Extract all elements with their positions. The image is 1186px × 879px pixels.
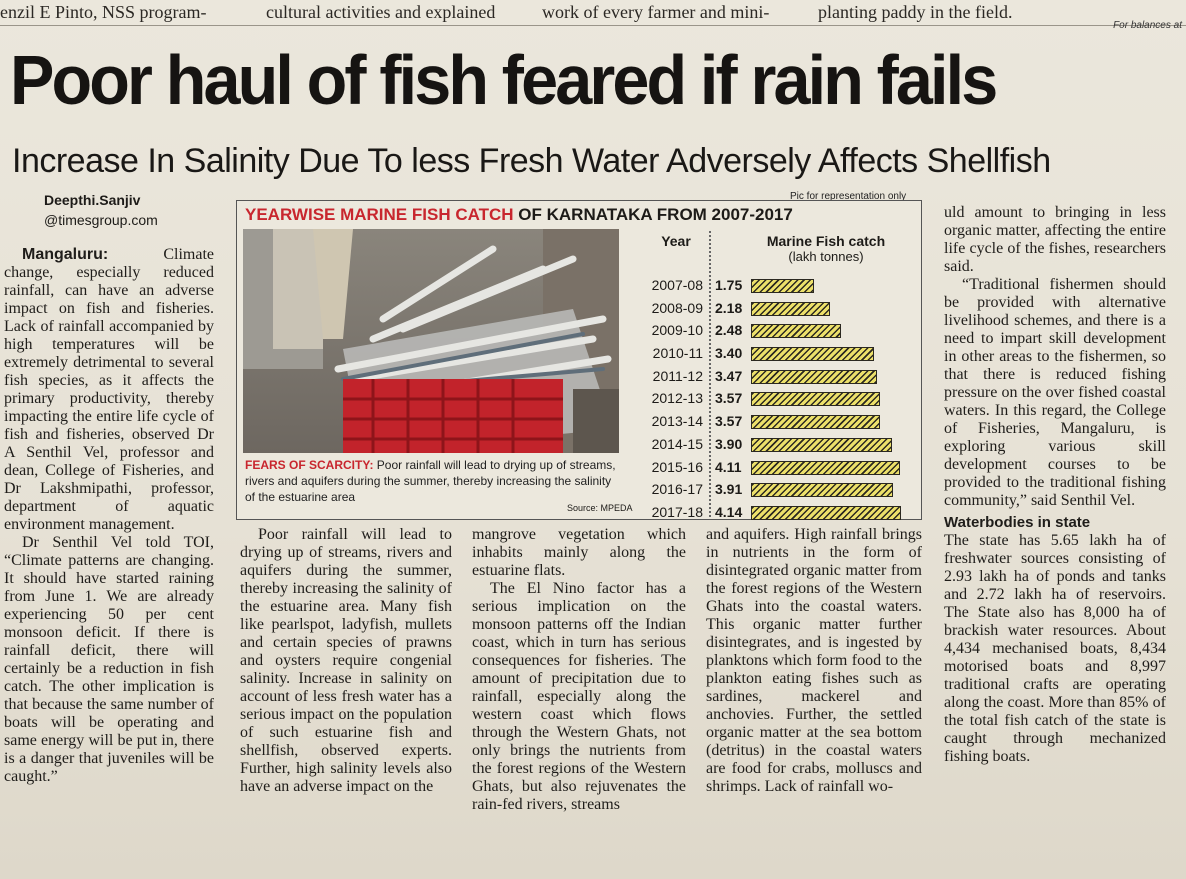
article-paragraph: mangrove vegetation which inhabits mainl… <box>472 526 686 579</box>
infographic-title: YEARWISE MARINE FISH CATCH OF KARNATAKA … <box>245 205 793 225</box>
article-paragraph: Climate change, especially reduced rainf… <box>4 246 214 533</box>
article-column-3: mangrove vegetation which inhabits mainl… <box>472 526 686 814</box>
pic-credit: Pic for representation only <box>790 191 907 202</box>
chart-bar <box>751 460 900 475</box>
chart-bar <box>751 279 815 293</box>
byline-org: @timesgroup.com <box>44 212 158 228</box>
chart-bar <box>751 437 893 452</box>
chart-year-label: 2010-11 <box>652 345 703 362</box>
chart-value-label: 3.90 <box>715 435 743 452</box>
chart-row: 2017-18 4.14 <box>629 502 915 525</box>
fish-catch-chart: Year Marine Fish catch (lakh tonnes) 200… <box>629 231 915 520</box>
chart-year-label: 2012-13 <box>651 390 703 407</box>
chart-bar <box>751 324 841 339</box>
chart-value-label: 3.40 <box>715 345 743 362</box>
chart-row: 2013-14 3.57 <box>629 411 915 434</box>
chart-year-label: 2009-10 <box>651 322 703 339</box>
infographic-title-red: YEARWISE MARINE FISH CATCH <box>245 205 514 224</box>
article-column-1: Mangaluru: Climate change, especially re… <box>4 246 214 786</box>
chart-value-label: 3.47 <box>715 367 743 384</box>
fish-crate-photo <box>243 229 619 453</box>
chart-divider <box>709 231 711 517</box>
article-paragraph: and aquifers. High rainfall brings in nu… <box>706 526 922 795</box>
section-subhead: Waterbodies in state <box>944 514 1091 531</box>
article-paragraph: The El Nino factor has a serious implica… <box>472 580 686 813</box>
chart-year-label: 2011-12 <box>652 367 703 384</box>
chart-bar <box>751 415 881 430</box>
chart-row: 2010-11 3.40 <box>629 343 915 366</box>
chart-bar <box>751 347 875 362</box>
chart-year-label: 2013-14 <box>651 413 703 430</box>
chart-bar <box>751 483 893 498</box>
chart-value-label: 1.75 <box>715 277 743 293</box>
chart-bar <box>751 392 881 407</box>
article-paragraph: “Traditional fishermen should be provide… <box>944 276 1166 509</box>
chart-row: 2012-13 3.57 <box>629 388 915 411</box>
chart-row: 2015-16 4.11 <box>629 457 915 480</box>
article-paragraph: The state has 5.65 lakh ha of freshwater… <box>944 532 1166 765</box>
chart-value-label: 3.57 <box>715 390 743 407</box>
chart-value-label: 3.57 <box>715 413 743 430</box>
chart-value-label: 3.91 <box>715 481 743 498</box>
article-column-5: uld amount to bringing in less organic m… <box>944 204 1166 766</box>
chart-value-header: Marine Fish catch (lakh tonnes) <box>751 233 901 265</box>
byline-name: Deepthi.Sanjiv <box>44 192 141 208</box>
article-paragraph: Poor rainfall will lead to drying up of … <box>240 526 452 795</box>
chart-value-header-label: Marine Fish catch <box>766 233 886 249</box>
fish-crate-illustration <box>243 229 619 453</box>
chart-year-label: 2008-09 <box>651 299 703 316</box>
article-column-2: Poor rainfall will lead to drying up of … <box>240 526 452 796</box>
chart-row: 2008-09 2.18 <box>629 298 915 321</box>
chart-row: 2016-17 3.91 <box>629 479 915 502</box>
chart-row: 2007-08 1.75 <box>629 275 915 298</box>
chart-bar <box>751 505 901 520</box>
infographic-title-black: OF KARNATAKA FROM 2007-2017 <box>518 205 793 224</box>
article-paragraph: uld amount to bringing in less organic m… <box>944 204 1166 275</box>
strip-fragment: cultural activities and explained <box>266 2 496 22</box>
headline: Poor haul of fish feared if rain fails <box>10 41 998 119</box>
infographic-box: YEARWISE MARINE FISH CATCH OF KARNATAKA … <box>236 200 922 520</box>
chart-year-header: Year <box>661 233 691 249</box>
side-note: For balances at <box>1113 20 1182 31</box>
chart-value-label: 2.48 <box>715 322 743 339</box>
article-column-4: and aquifers. High rainfall brings in nu… <box>706 526 922 796</box>
chart-source: Source: MPEDA <box>567 503 633 513</box>
chart-row: 2011-12 3.47 <box>629 366 915 389</box>
strip-fragment: work of every farmer and mini- <box>542 2 770 22</box>
chart-year-label: 2017-18 <box>651 503 703 520</box>
chart-value-label: 4.14 <box>715 503 743 520</box>
caption-text: Poor rainfall will lead to drying up of … <box>245 458 616 504</box>
chart-row: 2009-10 2.48 <box>629 320 915 343</box>
byline: Deepthi.Sanjiv @timesgroup.com <box>44 190 158 230</box>
chart-year-label: 2007-08 <box>651 277 703 293</box>
dateline: Mangaluru: <box>22 246 109 263</box>
chart-year-label: 2016-17 <box>651 481 703 498</box>
chart-row: 2014-15 3.90 <box>629 434 915 457</box>
chart-bar <box>751 301 830 316</box>
chart-value-label: 4.11 <box>715 458 742 475</box>
article-paragraph: Dr Senthil Vel told TOI, “Climate patter… <box>4 534 214 785</box>
chart-rows: 2007-08 1.75 2008-09 2.18 2009-10 2.48 2010-11… <box>629 275 915 525</box>
strip-fragment: enzil E Pinto, NSS program- <box>0 2 207 22</box>
strip-fragment: planting paddy in the field. <box>818 2 1013 22</box>
chart-value-label: 2.18 <box>715 299 743 316</box>
chart-year-label: 2014-15 <box>651 435 703 452</box>
chart-bar <box>751 369 877 384</box>
previous-article-strip: enzil E Pinto, NSS program- cultural act… <box>0 0 1186 26</box>
chart-year-label: 2015-16 <box>651 458 703 475</box>
chart-value-header-unit: (lakh tonnes) <box>788 249 864 264</box>
caption-label: FEARS OF SCARCITY: <box>245 458 374 472</box>
subheadline: Increase In Salinity Due To less Fresh W… <box>12 142 1051 180</box>
photo-caption: FEARS OF SCARCITY: Poor rainfall will le… <box>245 457 621 505</box>
